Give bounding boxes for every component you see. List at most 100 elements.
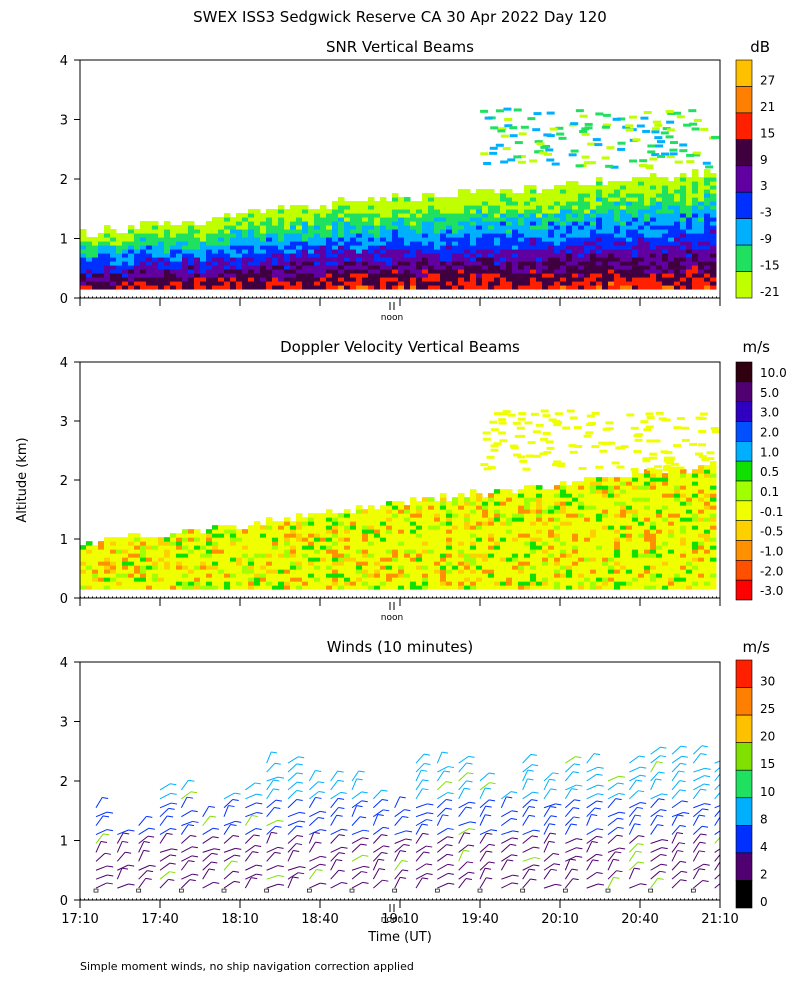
heatmap-cell	[356, 277, 363, 282]
heatmap-cell	[506, 525, 513, 530]
heatmap-cell	[302, 209, 309, 214]
heatmap-cell	[536, 197, 543, 202]
heatmap-cell	[458, 237, 465, 242]
heatmap-cell	[434, 585, 441, 590]
heatmap-cell	[470, 505, 477, 510]
heatmap-cell	[710, 489, 717, 494]
heatmap-cell	[314, 573, 321, 578]
heatmap-cell	[260, 561, 267, 566]
heatmap-cell	[170, 277, 177, 282]
heatmap-cell	[350, 229, 357, 234]
heatmap-cell	[344, 537, 351, 542]
heatmap-cell	[104, 573, 111, 578]
heatmap-cell	[230, 569, 237, 574]
heatmap-cell	[134, 253, 141, 258]
heatmap-cell	[332, 569, 339, 574]
heatmap-cell	[632, 273, 639, 278]
heatmap-cell	[128, 533, 135, 538]
heatmap-cell	[650, 481, 657, 486]
heatmap-cell	[590, 257, 597, 262]
heatmap-cell	[643, 428, 651, 431]
heatmap-cell	[428, 217, 435, 222]
heatmap-cell	[416, 273, 423, 278]
heatmap-cell	[434, 509, 441, 514]
heatmap-cell	[158, 557, 165, 562]
heatmap-cell	[392, 581, 399, 586]
heatmap-cell	[476, 249, 483, 254]
heatmap-cell	[626, 505, 633, 510]
heatmap-cell	[326, 573, 333, 578]
heatmap-cell	[452, 581, 459, 586]
heatmap-cell	[116, 233, 123, 238]
heatmap-cell	[428, 585, 435, 590]
heatmap-cell	[404, 549, 411, 554]
heatmap-cell	[200, 233, 207, 238]
heatmap-cell	[590, 537, 597, 542]
heatmap-cell	[374, 249, 381, 254]
heatmap-cell	[710, 473, 717, 478]
heatmap-cell	[566, 509, 573, 514]
heatmap-cell	[566, 573, 573, 578]
heatmap-cell	[374, 585, 381, 590]
heatmap-cell	[170, 561, 177, 566]
heatmap-cell	[320, 569, 327, 574]
heatmap-cell	[410, 225, 417, 230]
heatmap-cell	[368, 273, 375, 278]
heatmap-cell	[554, 573, 561, 578]
heatmap-cell	[380, 233, 387, 238]
heatmap-cell	[632, 509, 639, 514]
heatmap-cell	[536, 269, 543, 274]
heatmap-cell	[344, 581, 351, 586]
heatmap-cell	[350, 525, 357, 530]
heatmap-cell	[704, 221, 711, 226]
heatmap-cell	[488, 509, 495, 514]
heatmap-cell	[536, 489, 543, 494]
heatmap-cell	[206, 285, 213, 290]
heatmap-cell	[176, 577, 183, 582]
heatmap-cell	[470, 549, 477, 554]
heatmap-cell	[422, 225, 429, 230]
heatmap-cell	[428, 221, 435, 226]
heatmap-cell	[182, 265, 189, 270]
heatmap-cell	[374, 229, 381, 234]
heatmap-cell	[326, 273, 333, 278]
colorbar-label: 0.1	[760, 485, 779, 499]
heatmap-cell	[686, 213, 693, 218]
heatmap-cell	[218, 281, 225, 286]
heatmap-cell	[206, 569, 213, 574]
heatmap-cell	[188, 285, 195, 290]
heatmap-cell	[122, 537, 129, 542]
heatmap-cell	[176, 557, 183, 562]
heatmap-cell	[518, 237, 525, 242]
heatmap-cell	[260, 573, 267, 578]
heatmap-cell	[560, 193, 567, 198]
heatmap-cell	[428, 553, 435, 558]
heatmap-cell	[218, 553, 225, 558]
heatmap-cell	[164, 281, 171, 286]
heatmap-cell	[440, 273, 447, 278]
heatmap-cell	[584, 549, 591, 554]
heatmap-cell	[158, 237, 165, 242]
heatmap-cell	[620, 221, 627, 226]
heatmap-cell	[248, 561, 255, 566]
heatmap-cell	[464, 529, 471, 534]
heatmap-cell	[698, 569, 705, 574]
heatmap-cell	[524, 561, 531, 566]
heatmap-cell	[446, 521, 453, 526]
heatmap-cell	[458, 493, 465, 498]
heatmap-cell	[86, 281, 93, 286]
heatmap-cell	[686, 573, 693, 578]
heatmap-cell	[230, 285, 237, 290]
heatmap-cell	[662, 553, 669, 558]
heatmap-cell	[504, 118, 512, 121]
heatmap-cell	[488, 241, 495, 246]
heatmap-cell	[260, 261, 267, 266]
heatmap-cell	[446, 221, 453, 226]
heatmap-cell	[428, 557, 435, 562]
heatmap-cell	[188, 245, 195, 250]
heatmap-cell	[626, 477, 633, 482]
heatmap-cell	[704, 493, 711, 498]
heatmap-cell	[380, 261, 387, 266]
heatmap-cell	[218, 557, 225, 562]
heatmap-cell	[578, 557, 585, 562]
